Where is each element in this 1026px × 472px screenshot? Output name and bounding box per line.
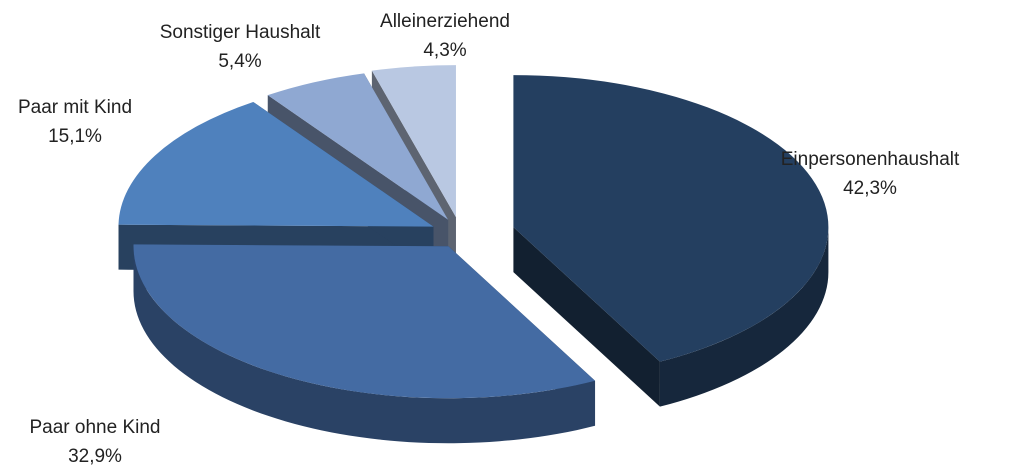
slice-top bbox=[371, 65, 456, 218]
slice-label: Einpersonenhaushalt bbox=[781, 149, 960, 170]
slice-label: Sonstiger Haushalt bbox=[160, 22, 321, 43]
slice-top bbox=[118, 101, 434, 227]
slice-rim bbox=[133, 246, 596, 444]
slice-value-label: 5,4% bbox=[218, 51, 261, 72]
slice-value-label: 4,3% bbox=[423, 40, 466, 61]
slice-top bbox=[133, 244, 596, 399]
slice-value-label: 42,3% bbox=[843, 178, 897, 199]
slice-label: Alleinerziehend bbox=[380, 11, 510, 32]
slice bbox=[513, 75, 829, 407]
slice-label: Paar ohne Kind bbox=[30, 417, 161, 438]
slice-top bbox=[513, 75, 829, 362]
slice-top bbox=[267, 73, 449, 220]
slice bbox=[133, 244, 596, 444]
slice-wall bbox=[513, 227, 660, 407]
slice-label: Paar mit Kind bbox=[18, 97, 132, 118]
slice-value-label: 32,9% bbox=[68, 446, 122, 467]
slice-rim bbox=[659, 227, 829, 407]
slice-value-label: 15,1% bbox=[48, 126, 102, 147]
